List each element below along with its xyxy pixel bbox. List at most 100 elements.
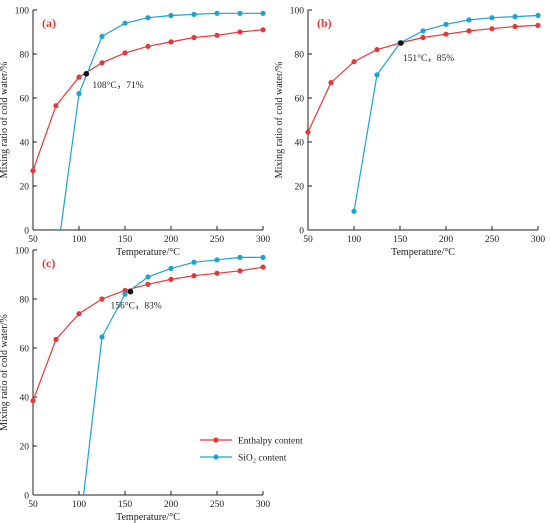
y-axis-label: Mixing ratio of cold water/% xyxy=(0,62,10,179)
x-tick-label: 250 xyxy=(485,235,500,245)
y-tick-label: 40 xyxy=(295,139,305,149)
x-tick-label: 300 xyxy=(256,235,271,245)
data-point-enthalpy xyxy=(30,398,36,404)
data-point-sio2 xyxy=(489,15,495,21)
data-point-enthalpy xyxy=(145,43,151,49)
chart-panel-c: 50 100 150 200 250 300 0 20 40 60 80 100 Temperature… xyxy=(0,247,303,523)
data-point-sio2 xyxy=(76,91,82,97)
panel-label: (b) xyxy=(317,16,332,30)
chart-panel-a: 50 100 150 200 250 300 0 20 40 60 80 100 Temperature… xyxy=(0,7,270,259)
panel-label: (c) xyxy=(42,256,55,270)
data-point-enthalpy xyxy=(512,23,518,30)
data-point-enthalpy xyxy=(53,103,59,109)
data-point-enthalpy xyxy=(168,39,174,45)
x-axis-label: Temperature/°C xyxy=(116,512,180,523)
data-point-enthalpy xyxy=(30,168,36,174)
data-point-enthalpy xyxy=(260,264,266,270)
legend: Enthalpy content SiO₂ content xyxy=(200,437,303,464)
data-point-enthalpy xyxy=(237,29,243,35)
data-point-sio2 xyxy=(535,12,541,19)
intersection-point xyxy=(398,40,404,46)
series-line-enthalpy xyxy=(32,29,264,171)
y-tick-label: 0 xyxy=(24,492,29,502)
chart-panel-b: 50 100 150 200 250 300 0 20 40 60 80 100 Temperature… xyxy=(274,7,545,259)
data-point-sio2 xyxy=(145,274,151,280)
data-point-enthalpy xyxy=(214,270,220,276)
y-tick-label: 20 xyxy=(295,183,305,193)
data-point-enthalpy xyxy=(420,34,426,41)
data-point-enthalpy xyxy=(443,31,449,37)
y-tick-label: 0 xyxy=(299,227,304,237)
data-point-enthalpy xyxy=(53,336,59,343)
data-point-sio2 xyxy=(191,11,197,17)
intersection-point xyxy=(83,71,90,77)
data-point-sio2 xyxy=(214,10,220,16)
data-point-sio2 xyxy=(214,257,220,263)
legend-label-enthalpy: Enthalpy content xyxy=(238,437,303,447)
data-point-sio2 xyxy=(122,20,128,26)
data-point-enthalpy xyxy=(191,34,197,41)
series-line-sio2 xyxy=(60,12,263,231)
x-tick-label: 100 xyxy=(347,235,362,245)
x-tick-label: 50 xyxy=(28,235,38,245)
series-line-sio2 xyxy=(83,256,263,496)
data-point-sio2 xyxy=(260,254,266,260)
x-tick-label: 100 xyxy=(72,235,87,245)
x-tick-label: 150 xyxy=(118,500,133,510)
y-tick-label: 20 xyxy=(20,443,30,453)
data-point-enthalpy xyxy=(237,268,243,274)
data-point-enthalpy xyxy=(351,59,357,65)
y-tick-label: 80 xyxy=(295,51,305,61)
y-tick-label: 20 xyxy=(20,183,30,193)
y-tick-label: 40 xyxy=(20,394,30,404)
legend-label-sio2: SiO₂ content xyxy=(238,454,287,464)
data-point-enthalpy xyxy=(168,276,174,282)
y-tick-label: 100 xyxy=(15,7,30,17)
data-point-sio2 xyxy=(374,72,380,78)
y-tick-label: 100 xyxy=(290,7,305,17)
x-tick-label: 150 xyxy=(393,235,408,245)
data-point-sio2 xyxy=(145,15,151,21)
y-tick-label: 60 xyxy=(20,95,30,105)
x-tick-label: 250 xyxy=(210,500,225,510)
data-point-sio2 xyxy=(351,208,357,214)
x-tick-label: 50 xyxy=(28,500,38,510)
y-tick-label: 40 xyxy=(20,139,30,149)
data-point-sio2 xyxy=(168,12,174,19)
data-point-enthalpy xyxy=(214,32,220,38)
intersection-point xyxy=(127,288,134,295)
data-point-enthalpy xyxy=(260,27,266,33)
data-point-sio2 xyxy=(168,265,174,271)
data-point-enthalpy xyxy=(535,22,541,28)
x-tick-label: 50 xyxy=(303,235,313,245)
x-tick-label: 300 xyxy=(256,500,271,510)
series-line-sio2 xyxy=(353,14,539,212)
data-point-sio2 xyxy=(260,10,266,16)
series-line-enthalpy xyxy=(32,266,264,401)
data-point-enthalpy xyxy=(99,60,105,66)
x-tick-label: 150 xyxy=(118,235,133,245)
x-tick-label: 200 xyxy=(439,235,454,245)
data-point-enthalpy xyxy=(305,129,311,135)
x-axis-label: Temperature/°C xyxy=(391,247,455,258)
data-point-sio2 xyxy=(122,291,128,297)
y-tick-label: 80 xyxy=(20,296,30,306)
y-axis-label: Mixing ratio of cold water/% xyxy=(274,62,285,179)
data-point-sio2 xyxy=(237,254,243,260)
data-point-enthalpy xyxy=(76,74,82,80)
intersection-label: 156°C，83% xyxy=(111,301,162,312)
y-tick-label: 80 xyxy=(20,51,30,61)
data-point-sio2 xyxy=(99,334,105,340)
data-point-enthalpy xyxy=(328,80,334,86)
data-point-enthalpy xyxy=(99,296,105,302)
x-tick-label: 200 xyxy=(164,235,179,245)
y-axis-label: Mixing ratio of cold water/% xyxy=(0,314,10,431)
x-axis-label: Temperature/°C xyxy=(116,247,180,258)
data-point-sio2 xyxy=(191,259,197,265)
y-tick-label: 100 xyxy=(15,247,30,257)
y-tick-label: 60 xyxy=(295,95,305,105)
intersection-label: 108°C，71% xyxy=(92,80,143,91)
data-point-enthalpy xyxy=(466,28,472,34)
y-tick-label: 0 xyxy=(24,227,29,237)
